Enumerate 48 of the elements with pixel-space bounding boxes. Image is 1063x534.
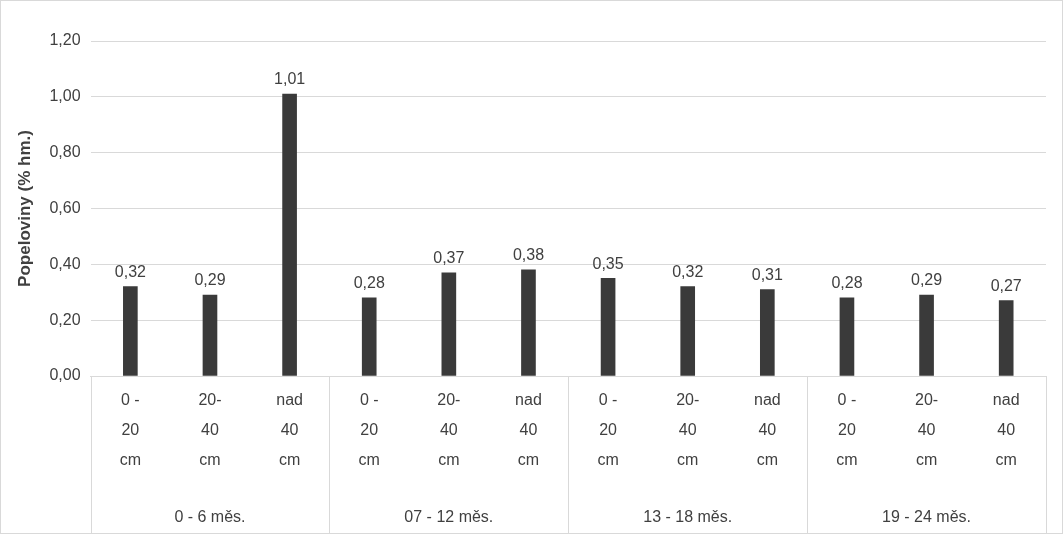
x-tick-label: 0 - 20 cm [358,391,380,469]
x-tick-label: nad 40 cm [515,391,542,469]
y-tick-label: 0,60 [49,198,81,216]
bar [282,93,297,376]
bar [123,286,138,376]
data-label: 0,37 [433,249,465,267]
bar [441,272,457,376]
x-tick-label: nad 40 cm [276,391,303,469]
text: 13 - 18 měs. [643,508,733,526]
data-label: 0,29 [911,271,943,289]
data-label: 0,31 [751,265,783,283]
y-tick-label: 0,00 [49,366,81,384]
data-label: 0,28 [353,274,385,292]
bar [839,297,855,376]
x-tick-label: 20-40 cm [198,391,222,469]
text: 19 - 24 měs. [882,508,972,526]
x-tick-label: 20-40 cm [915,391,939,469]
x-tick-label: 0 - 20 cm [597,391,619,469]
y-tick-label: 0,40 [49,254,81,272]
x-tick-label: 20-40 cm [676,391,700,469]
data-label: 0,32 [114,263,147,281]
bar [919,294,934,376]
data-label: 0,38 [512,246,545,264]
y-tick-label: 0,80 [49,143,81,161]
data-label: 0,28 [831,274,863,292]
x-tick-label: nad 40 cm [753,391,781,469]
bar [361,297,377,376]
bar [998,300,1014,376]
data-label: 0,27 [990,277,1022,295]
bar [680,286,696,376]
x-tick-label: 20-40 cm [437,391,461,469]
y-tick-label: 0,20 [49,310,81,328]
text: 07 - 12 měs. [404,508,494,526]
x-tick-label: 0 - 20 cm [119,391,142,469]
y-tick-label: 1,20 [49,31,81,49]
bar [600,277,616,376]
bar [759,289,775,376]
x-tick-label: nad 40 cm [992,391,1020,469]
data-label: 0,32 [672,263,704,281]
bar [202,294,218,376]
text: 0 - 6 měs. [174,508,246,526]
x-tick-label: 0 - 20 cm [836,391,858,469]
y-tick-label: 1,00 [49,87,81,105]
bar [521,269,536,376]
data-label: 0,29 [194,271,226,289]
data-label: 1,01 [274,70,306,88]
data-label: 0,35 [592,254,624,272]
y-axis-title: Popeloviny (% hm.) [14,130,34,287]
